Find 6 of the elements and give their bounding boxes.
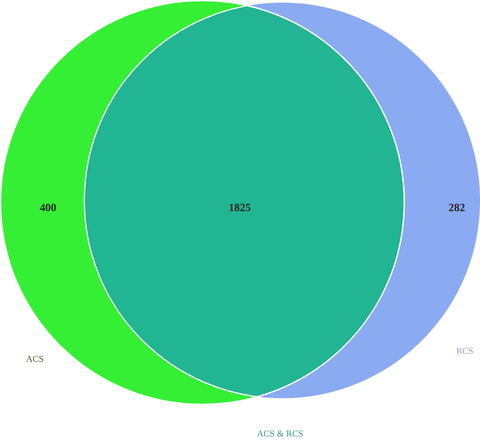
data-label: 1825 — [230, 204, 250, 212]
category-label: ACS & RCS — [257, 430, 303, 437]
data-label: 400 — [40, 204, 56, 212]
category-label: RCS — [456, 348, 473, 354]
category-label: ACS — [26, 356, 44, 362]
data-label: 282 — [448, 204, 465, 212]
